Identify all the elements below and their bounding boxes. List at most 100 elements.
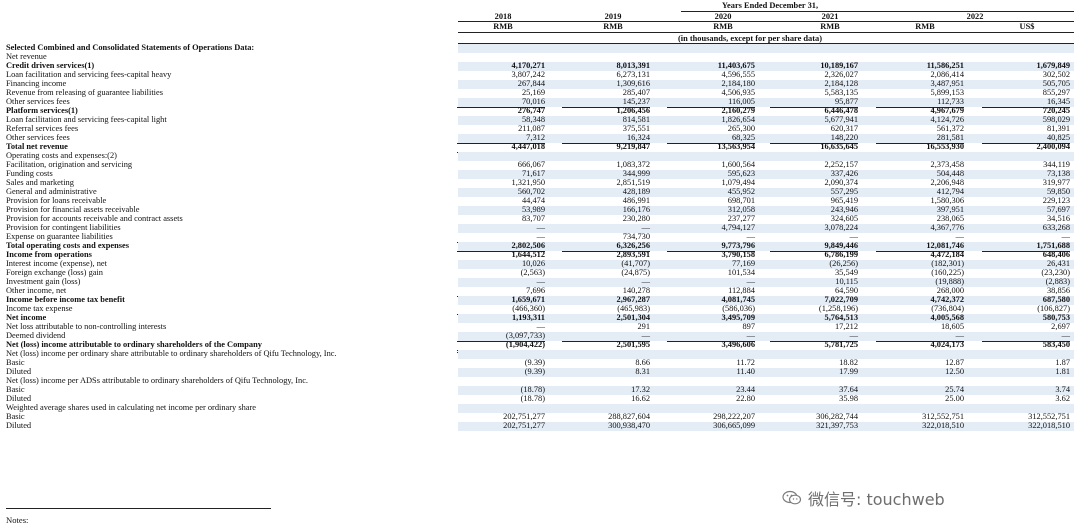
row-value: 687,580 bbox=[1042, 295, 1070, 304]
row-value: 44,474 bbox=[521, 196, 545, 205]
row-value: 73,138 bbox=[1046, 169, 1070, 178]
currency-2018: RMB bbox=[493, 22, 513, 31]
row-shade bbox=[458, 404, 1074, 413]
row-value: 322,018,510 bbox=[1028, 421, 1070, 430]
row-value: 9,849,446 bbox=[770, 241, 858, 252]
row-value: 2,802,506 bbox=[457, 241, 545, 252]
row-label: Net revenue bbox=[6, 52, 47, 61]
row-shade bbox=[458, 296, 1074, 305]
row-label: Selected Combined and Consolidated State… bbox=[6, 43, 255, 52]
notes-label: Notes: bbox=[6, 515, 29, 525]
row-value: 11.72 bbox=[736, 358, 755, 367]
year-2019: 2019 bbox=[604, 12, 622, 21]
row-label: Provision for loans receivable bbox=[6, 196, 107, 205]
row-shade bbox=[458, 170, 1074, 179]
table-row: Funding costs 71,617 344,999 595,623 337,426… bbox=[0, 169, 1080, 179]
row-label: Interest income (expense), net bbox=[6, 259, 107, 268]
row-value: 319,977 bbox=[1042, 178, 1070, 187]
row-value: 505,705 bbox=[1042, 79, 1070, 88]
row-value: 3,495,709 bbox=[721, 313, 756, 322]
row-value: 4,967,679 bbox=[930, 106, 965, 115]
row-value: 312,058 bbox=[727, 205, 755, 214]
row-label: Loan facilitation and servicing fees-cap… bbox=[6, 70, 172, 79]
row-value: 7,022,709 bbox=[824, 295, 859, 304]
row-value: 2,184,128 bbox=[824, 79, 859, 88]
currency-2022-usd: US$ bbox=[1019, 22, 1035, 31]
currency-2020: RMB bbox=[713, 22, 733, 31]
row-shade bbox=[458, 152, 1074, 161]
row-value: 11,586,251 bbox=[926, 61, 964, 70]
row-value: 237,277 bbox=[727, 214, 755, 223]
row-shade bbox=[458, 350, 1074, 359]
row-label: Credit driven services(1) bbox=[6, 61, 95, 70]
row-value: 321,397,753 bbox=[816, 421, 858, 430]
row-shade bbox=[458, 332, 1074, 341]
table-row: Operating costs and expenses:(2) bbox=[0, 151, 1080, 161]
row-value: 26,431 bbox=[1046, 259, 1070, 268]
row-value: 1,659,671 bbox=[511, 295, 546, 304]
row-value: 344,119 bbox=[1043, 160, 1070, 169]
row-value: 337,426 bbox=[830, 169, 858, 178]
row-value: 70,016 bbox=[457, 97, 545, 108]
table-row: Loan facilitation and servicing fees-cap… bbox=[0, 70, 1080, 80]
row-value: 3,078,224 bbox=[824, 223, 859, 232]
row-value: 648,406 bbox=[1042, 250, 1070, 259]
table-row: Deemed dividend (3,097,733) — — — — — bbox=[0, 331, 1080, 342]
row-value: 2,967,287 bbox=[616, 295, 651, 304]
row-value: — bbox=[876, 331, 964, 342]
row-value: 2,090,374 bbox=[824, 178, 859, 187]
row-label: Other services fees bbox=[6, 133, 70, 142]
row-label: Provision for accounts receivable and co… bbox=[6, 214, 183, 223]
row-value: 595,623 bbox=[727, 169, 755, 178]
row-value: 211,087 bbox=[518, 124, 545, 133]
row-shade bbox=[458, 278, 1074, 287]
row-value: (9.39) bbox=[524, 367, 545, 376]
row-value: 4,124,726 bbox=[930, 115, 965, 124]
row-value: 897 bbox=[742, 322, 755, 331]
row-value: 25,169 bbox=[521, 88, 545, 97]
currency-2021: RMB bbox=[820, 22, 840, 31]
row-shade bbox=[458, 134, 1074, 143]
table-row: Basic 202,751,277 288,827,604 298,222,207 30… bbox=[0, 412, 1080, 422]
table-row: Basic (9.39) 8.66 11.72 18.82 12.87 1.87 bbox=[0, 358, 1080, 368]
row-value: 230,280 bbox=[622, 214, 650, 223]
row-value: — bbox=[746, 277, 755, 286]
row-value: 598,029 bbox=[1042, 115, 1070, 124]
row-label: Total net revenue bbox=[6, 142, 68, 151]
row-value: 12.50 bbox=[945, 367, 964, 376]
row-value: 3,807,242 bbox=[511, 70, 546, 79]
row-value: 324,605 bbox=[830, 214, 858, 223]
row-value: 18.82 bbox=[839, 358, 858, 367]
row-label: Income from operations bbox=[6, 250, 92, 259]
watermark: 微信号: touchweb bbox=[782, 486, 945, 510]
row-value: 3,487,951 bbox=[930, 79, 965, 88]
row-value: 166,176 bbox=[622, 205, 650, 214]
table-row: Investment gain (loss) — — — 10,115 (19,888) (… bbox=[0, 277, 1080, 287]
row-value: 229,123 bbox=[1042, 196, 1070, 205]
row-value: 6,326,256 bbox=[562, 241, 650, 252]
row-value: 202,751,277 bbox=[503, 412, 545, 421]
row-value: 243,946 bbox=[830, 205, 858, 214]
row-value: 2,373,458 bbox=[930, 160, 965, 169]
row-value: 37.64 bbox=[839, 385, 858, 394]
row-label: Investment gain (loss) bbox=[6, 277, 81, 286]
row-value: 4,081,745 bbox=[721, 295, 756, 304]
row-label: Deemed dividend bbox=[6, 331, 66, 340]
row-value: 4,005,568 bbox=[930, 313, 965, 322]
row-label: Funding costs bbox=[6, 169, 53, 178]
notes-rule bbox=[6, 508, 271, 509]
row-value: (182,301) bbox=[931, 259, 964, 268]
row-value: 10,115 bbox=[835, 277, 858, 286]
row-value: 455,952 bbox=[727, 187, 755, 196]
row-value: 145,237 bbox=[562, 97, 650, 108]
table-row: Net income 1,193,311 2,501,304 3,495,709 5,7… bbox=[0, 313, 1080, 323]
table-row: Provision for loans receivable 44,474 486,… bbox=[0, 196, 1080, 206]
row-value: 40,825 bbox=[982, 133, 1070, 144]
row-value: 561,372 bbox=[936, 124, 964, 133]
row-value: 312,552,751 bbox=[922, 412, 964, 421]
row-value: 12.87 bbox=[945, 358, 964, 367]
row-value: (2,563) bbox=[520, 268, 545, 277]
row-value: 300,938,470 bbox=[608, 421, 650, 430]
row-value: 1.81 bbox=[1055, 367, 1070, 376]
row-value: 2,501,304 bbox=[616, 313, 651, 322]
